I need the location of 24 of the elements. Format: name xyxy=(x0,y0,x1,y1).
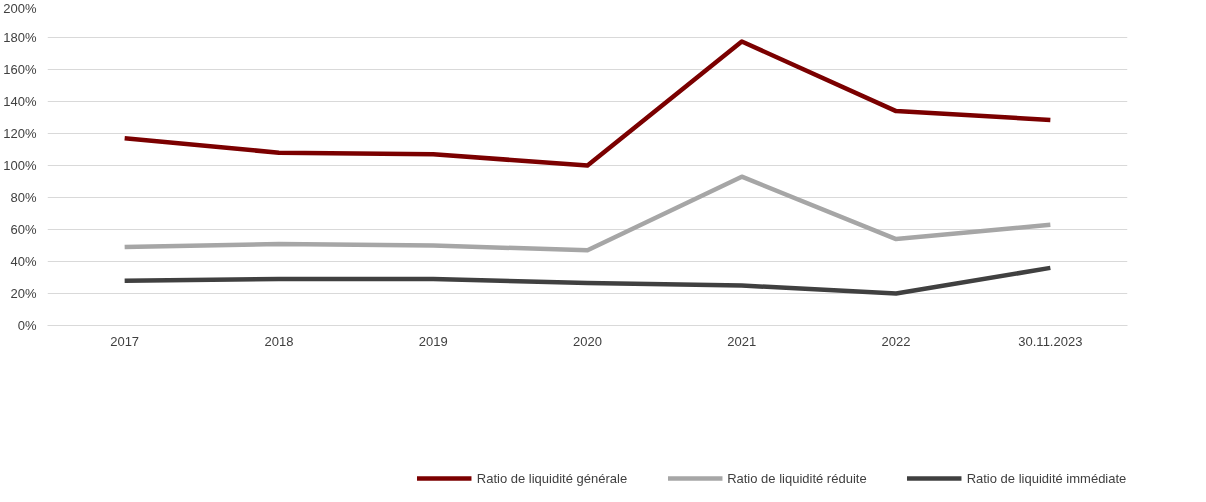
y-tick-label: 80% xyxy=(10,190,37,205)
legend-label: Ratio de liquidité immédiate xyxy=(966,470,1127,486)
y-tick-label: 40% xyxy=(10,254,37,269)
y-tick-label: 120% xyxy=(3,126,37,141)
x-tick-label: 30.11.2023 xyxy=(1018,333,1083,349)
legend-label: Ratio de liquidité réduite xyxy=(727,470,867,486)
line-series xyxy=(122,39,1053,168)
x-tick-label: 2021 xyxy=(727,333,757,349)
x-tick-label: 2017 xyxy=(110,333,140,349)
y-tick-label: 20% xyxy=(10,286,37,301)
x-tick-label: 2022 xyxy=(881,333,911,349)
y-tick-label: 60% xyxy=(10,222,37,237)
y-tick-label: 140% xyxy=(3,94,37,109)
x-tick-label: 2018 xyxy=(264,333,294,349)
line-series xyxy=(122,265,1053,296)
x-tick-label: 2019 xyxy=(418,333,448,349)
line-series xyxy=(122,174,1053,253)
y-tick-label: 0% xyxy=(17,318,37,333)
y-tick-label: 200% xyxy=(3,0,37,16)
y-tick-label: 180% xyxy=(3,30,37,45)
y-tick-label: 160% xyxy=(3,62,37,77)
legend-label: Ratio de liquidité générale xyxy=(476,470,628,486)
y-tick-label: 100% xyxy=(3,158,37,173)
x-tick-label: 2020 xyxy=(573,333,602,349)
